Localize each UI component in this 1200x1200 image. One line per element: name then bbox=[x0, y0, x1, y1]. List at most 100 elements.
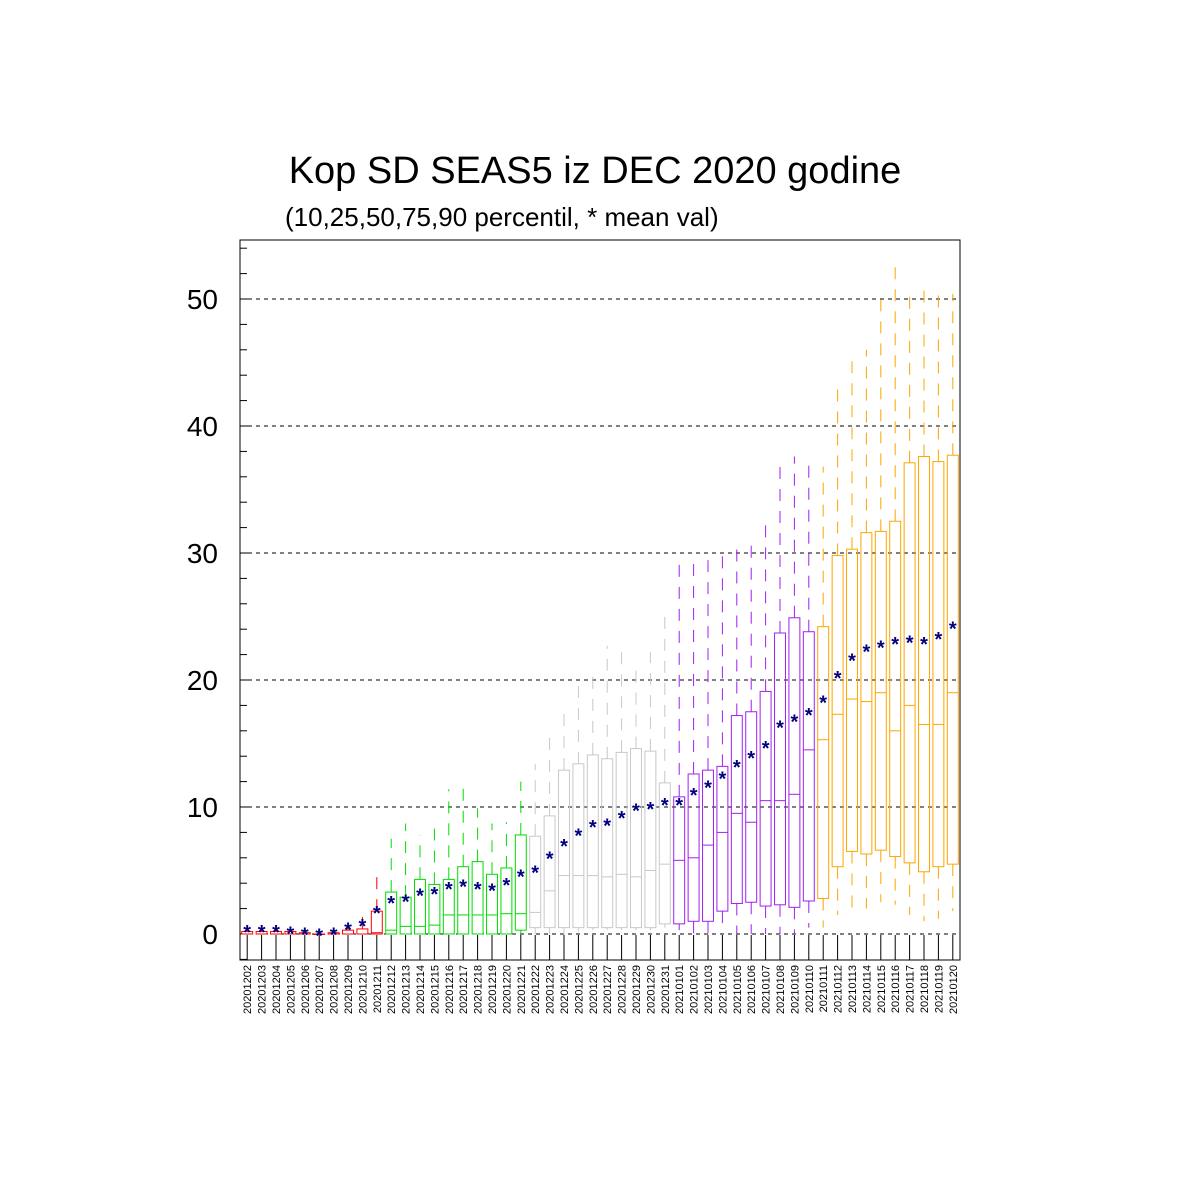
box-iqr bbox=[874, 530, 887, 851]
x-tick-label: 20201207 bbox=[314, 965, 326, 1014]
box-iqr bbox=[615, 751, 628, 929]
x-tick-label: 20210112 bbox=[833, 965, 845, 1013]
mean-marker: * bbox=[531, 863, 539, 885]
mean-marker: * bbox=[431, 884, 439, 906]
x-tick-label: 20201217 bbox=[458, 965, 470, 1014]
box-iqr bbox=[817, 626, 830, 899]
x-tick-label: 20210104 bbox=[717, 965, 729, 1014]
mean-marker: * bbox=[575, 826, 583, 848]
x-tick-label: 20210101 bbox=[674, 965, 686, 1014]
mean-marker: * bbox=[416, 885, 424, 907]
mean-marker: * bbox=[373, 903, 381, 925]
mean-marker: * bbox=[877, 638, 885, 660]
mean-marker: * bbox=[675, 795, 683, 817]
mean-marker: * bbox=[819, 692, 827, 714]
x-tick-label: 20201215 bbox=[429, 965, 441, 1014]
box-iqr bbox=[514, 834, 527, 931]
mean-marker: * bbox=[344, 920, 352, 942]
x-tick-label: 20201204 bbox=[271, 965, 283, 1014]
x-tick-label: 20210120 bbox=[948, 965, 960, 1014]
box-iqr bbox=[802, 631, 815, 902]
y-tick-label: 50 bbox=[187, 284, 218, 315]
y-tick-label: 30 bbox=[187, 538, 218, 569]
box-iqr bbox=[687, 773, 700, 922]
chart-subtitle: (10,25,50,75,90 percentil, * mean val) bbox=[285, 202, 719, 232]
x-tick-label: 20201229 bbox=[631, 965, 643, 1014]
box-iqr bbox=[543, 815, 556, 929]
x-tick-label: 20210105 bbox=[732, 965, 744, 1014]
box-iqr bbox=[385, 891, 398, 935]
y-tick-label: 20 bbox=[187, 665, 218, 696]
mean-marker: * bbox=[503, 875, 511, 897]
x-tick-label: 20201202 bbox=[242, 965, 254, 1014]
x-tick-label: 20201208 bbox=[329, 965, 341, 1014]
chart-title: Kop SD SEAS5 iz DEC 2020 godine bbox=[288, 150, 902, 192]
mean-marker: * bbox=[762, 738, 770, 760]
box-iqr bbox=[428, 883, 441, 935]
x-tick-label: 20201231 bbox=[660, 965, 672, 1014]
mean-marker: * bbox=[387, 893, 395, 915]
x-tick-label: 20210103 bbox=[703, 965, 715, 1014]
box-iqr bbox=[889, 520, 902, 858]
mean-marker: * bbox=[647, 799, 655, 821]
mean-marker: * bbox=[402, 892, 410, 914]
mean-marker: * bbox=[560, 836, 568, 858]
box-iqr bbox=[860, 532, 873, 855]
x-tick-label: 20210119 bbox=[933, 965, 945, 1013]
x-tick-label: 20210102 bbox=[689, 965, 701, 1014]
box-iqr bbox=[630, 748, 642, 929]
mean-marker: * bbox=[459, 876, 467, 898]
x-tick-label: 20210115 bbox=[876, 965, 888, 1013]
x-tick-label: 20210110 bbox=[804, 965, 816, 1013]
x-tick-label: 20201211 bbox=[372, 965, 384, 1013]
mean-marker: * bbox=[935, 629, 943, 651]
x-tick-label: 20201206 bbox=[300, 965, 312, 1014]
mean-marker: * bbox=[805, 705, 813, 727]
x-tick-label: 20201223 bbox=[545, 965, 557, 1014]
mean-marker: * bbox=[546, 849, 554, 871]
x-tick-label: 20210114 bbox=[861, 965, 873, 1013]
x-tick-label: 20210109 bbox=[789, 965, 801, 1014]
y-tick-label: 0 bbox=[202, 919, 218, 950]
box-iqr bbox=[745, 711, 758, 903]
x-tick-label: 20210107 bbox=[761, 965, 773, 1014]
x-tick-label: 20201230 bbox=[645, 965, 657, 1014]
box-iqr bbox=[414, 878, 426, 935]
x-tick-label: 20201210 bbox=[357, 965, 369, 1014]
mean-marker: * bbox=[719, 769, 727, 791]
x-tick-label: 20201228 bbox=[617, 965, 629, 1014]
mean-marker: * bbox=[474, 879, 482, 901]
mean-marker: * bbox=[776, 718, 784, 740]
x-tick-label: 20201212 bbox=[386, 965, 398, 1014]
box-iqr bbox=[658, 782, 671, 925]
x-tick-label: 20201218 bbox=[473, 965, 485, 1014]
box-iqr bbox=[918, 455, 930, 873]
box-iqr bbox=[932, 461, 945, 868]
box-iqr bbox=[946, 454, 959, 865]
box-iqr bbox=[730, 715, 743, 905]
mean-marker: * bbox=[258, 922, 266, 944]
mean-marker: * bbox=[517, 866, 525, 888]
mean-marker: * bbox=[949, 619, 957, 641]
mean-marker: * bbox=[747, 748, 755, 770]
box-iqr bbox=[716, 765, 729, 912]
plot-frame bbox=[239, 239, 961, 961]
mean-marker: * bbox=[704, 777, 712, 799]
x-tick-label: 20201216 bbox=[444, 965, 456, 1014]
box-iqr bbox=[471, 861, 484, 935]
x-tick-label: 20201225 bbox=[573, 965, 585, 1014]
x-tick-label: 20210118 bbox=[919, 965, 931, 1013]
x-tick-label: 20201222 bbox=[530, 965, 542, 1014]
box-iqr bbox=[558, 769, 570, 929]
x-tick-label: 20210117 bbox=[905, 965, 917, 1013]
box-iqr bbox=[486, 873, 498, 935]
box-iqr bbox=[644, 750, 657, 929]
mean-marker: * bbox=[287, 923, 295, 945]
x-tick-label: 20201219 bbox=[487, 965, 499, 1014]
y-tick-label: 10 bbox=[187, 792, 218, 823]
x-tick-label: 20210111 bbox=[818, 965, 830, 1012]
mean-marker: * bbox=[920, 634, 928, 656]
box-iqr bbox=[774, 632, 786, 906]
